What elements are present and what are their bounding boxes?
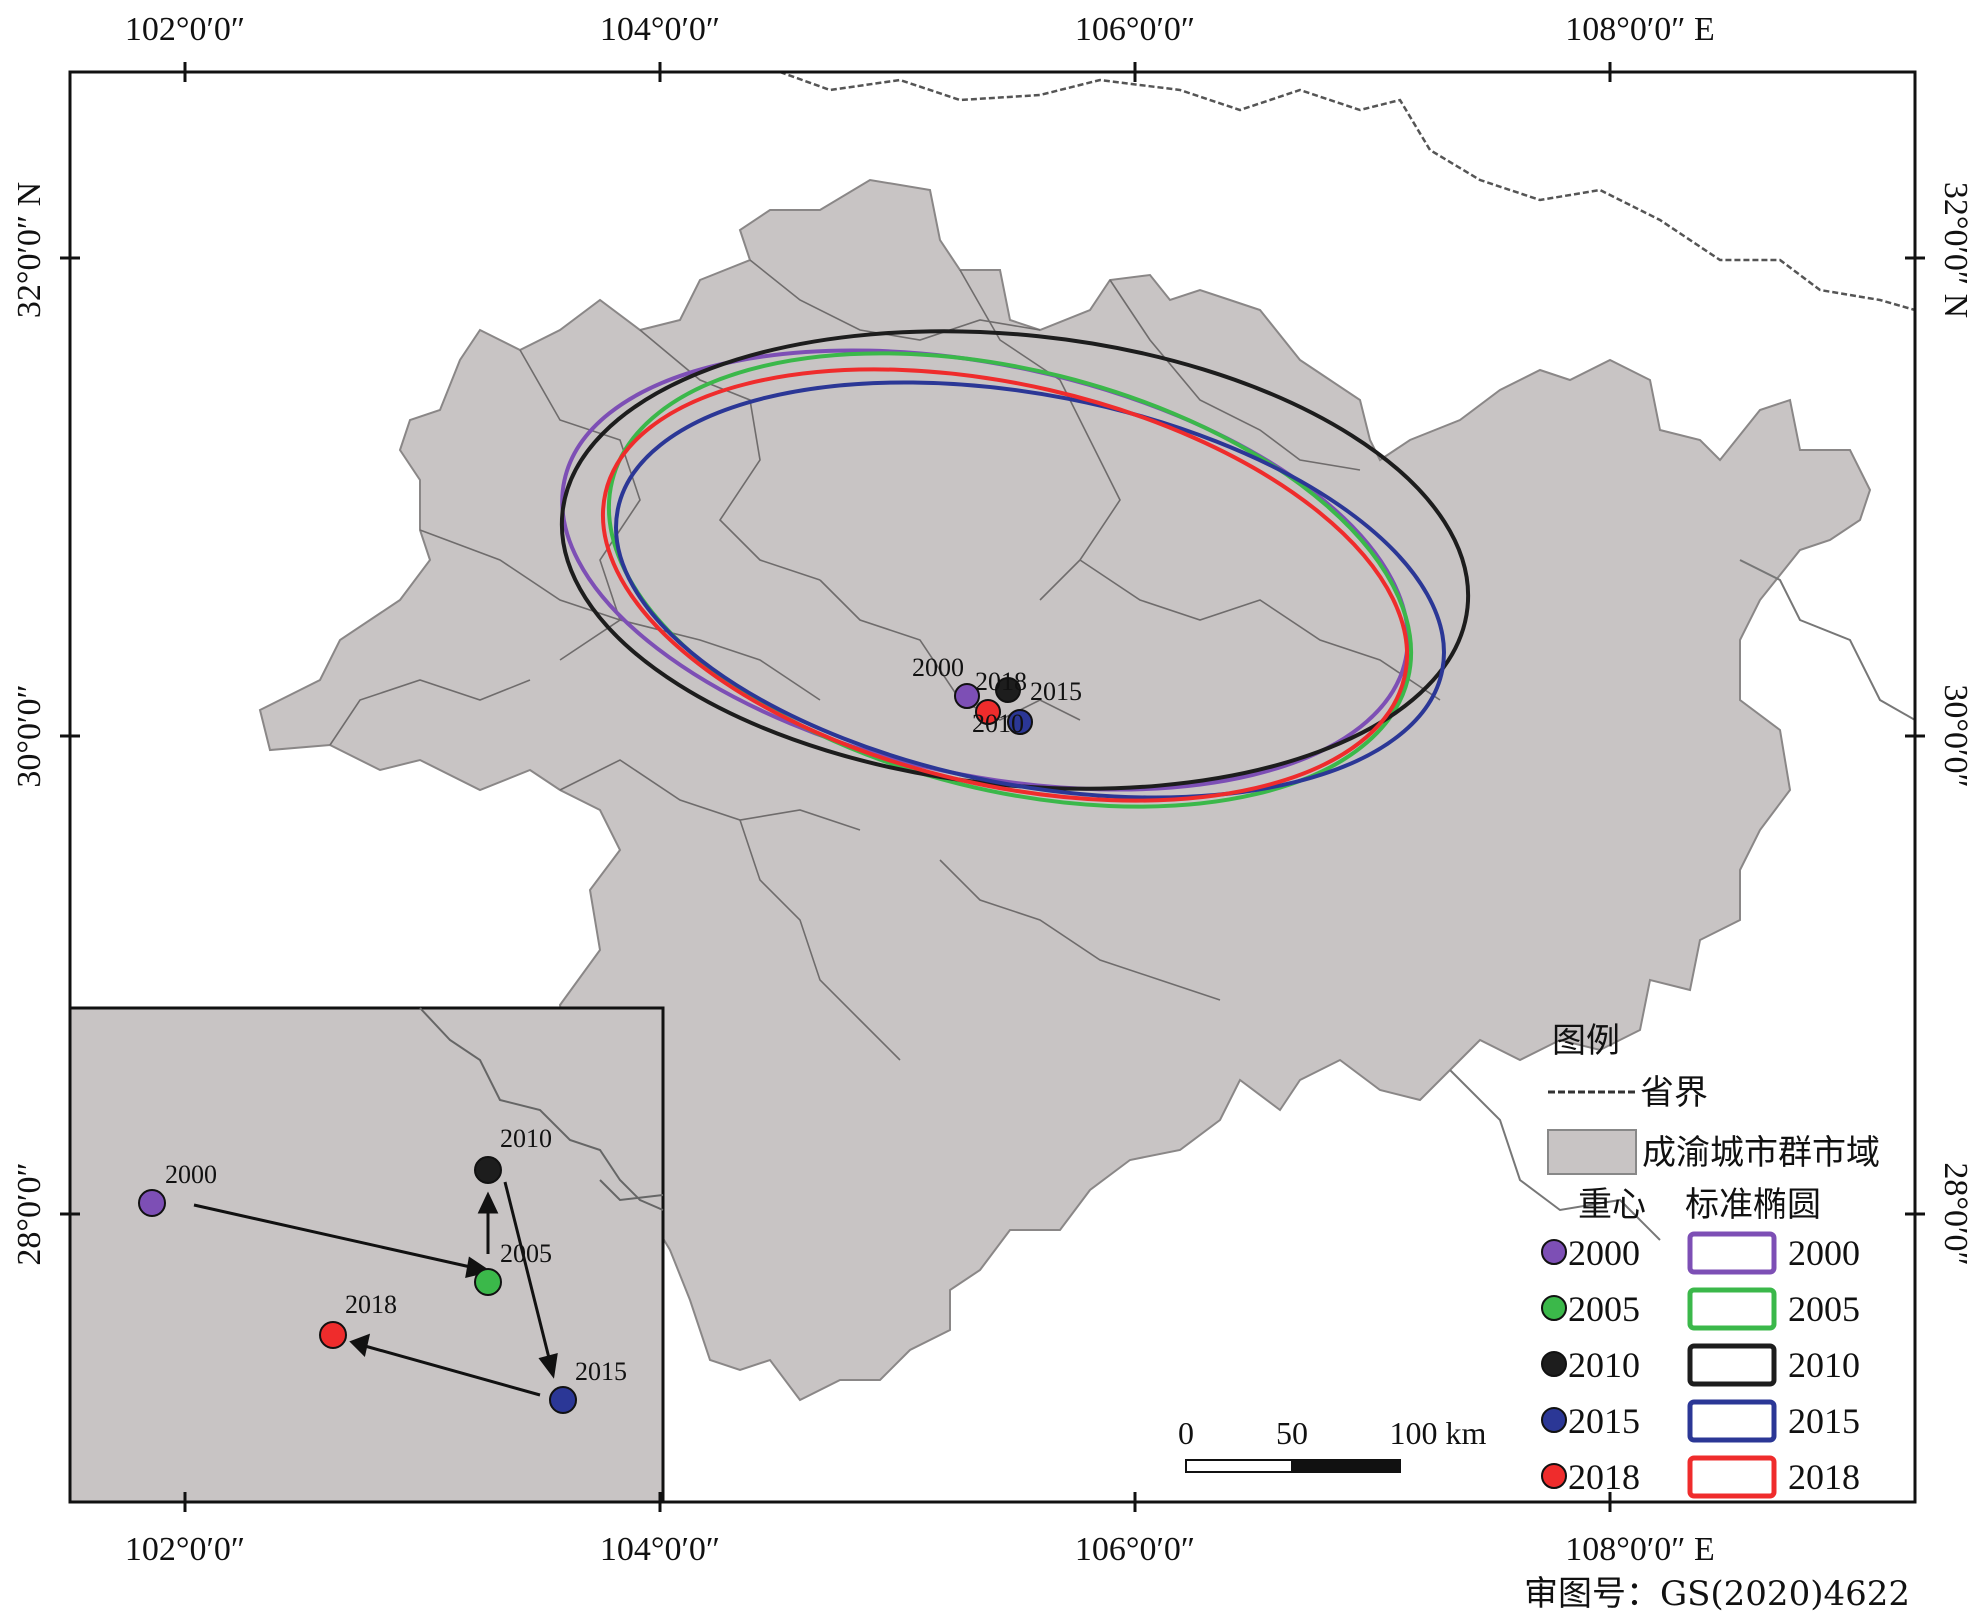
svg-text:30°0′0″: 30°0′0″ xyxy=(11,684,48,787)
approval-number: 审图号：GS(2020)4622 xyxy=(1524,1574,1910,1614)
province-boundary xyxy=(779,70,1916,312)
ellipse-2005 xyxy=(606,351,1414,809)
top-longitude-labels: 102°0′0″ 104°0′0″ 106°0′0″ 108°0′0″ E xyxy=(125,11,1715,48)
inset-label-2015: 2015 xyxy=(575,1357,627,1386)
svg-text:2018: 2018 xyxy=(1788,1457,1860,1497)
svg-text:102°0′0″: 102°0′0″ xyxy=(125,11,245,48)
centroid-label-2000: 2000 xyxy=(912,653,964,682)
centroid-2015 xyxy=(1007,709,1033,735)
svg-text:104°0′0″: 104°0′0″ xyxy=(600,1531,720,1568)
province-boundary-east xyxy=(1739,559,1916,721)
inset-centroid-2005 xyxy=(474,1268,502,1296)
inset-arrows xyxy=(193,1181,558,1397)
main-centroids: 2000 2018 2015 2010 xyxy=(912,653,1082,738)
legend-row-2005: 2005 2005 xyxy=(1541,1287,1860,1331)
svg-text:32°0′0″ N: 32°0′0″ N xyxy=(1937,182,1972,318)
svg-text:2010: 2010 xyxy=(1568,1345,1640,1385)
legend-centroid-header: 重心 xyxy=(1578,1185,1646,1225)
frame-ticks xyxy=(60,62,1925,1512)
city-boundaries xyxy=(329,259,1441,1061)
legend-row-2010: 2010 2010 xyxy=(1541,1343,1860,1387)
svg-text:28°0′0″: 28°0′0″ xyxy=(1937,1162,1972,1265)
centroid-2018 xyxy=(975,699,1001,725)
inset-label-2005: 2005 xyxy=(500,1239,552,1268)
legend-row-2000: 2000 2000 xyxy=(1541,1231,1860,1275)
svg-text:2005: 2005 xyxy=(1568,1289,1640,1329)
legend-row-2018: 2018 2018 xyxy=(1541,1455,1860,1499)
ellipse-2015 xyxy=(614,380,1446,800)
right-latitude-labels: 32°0′0″ N 30°0′0″ 28°0′0″ xyxy=(1937,182,1972,1266)
svg-text:108°0′0″ E: 108°0′0″ E xyxy=(1565,1531,1714,1568)
svg-text:104°0′0″: 104°0′0″ xyxy=(600,11,720,48)
inset-label-2018: 2018 xyxy=(345,1290,397,1319)
left-latitude-labels: 32°0′0″ N 30°0′0″ 28°0′0″ xyxy=(11,182,48,1266)
ellipse-2018 xyxy=(600,367,1410,803)
svg-text:32°0′0″ N: 32°0′0″ N xyxy=(11,182,48,318)
inset-centroid-2015 xyxy=(549,1386,577,1414)
svg-text:108°0′0″ E: 108°0′0″ E xyxy=(1565,11,1714,48)
centroid-label-2015: 2015 xyxy=(1030,677,1082,706)
inset-centroid-2000 xyxy=(138,1189,166,1217)
scale-label-0: 0 xyxy=(1178,1415,1194,1451)
scale-bar: 0 50 100 km xyxy=(1178,1415,1487,1473)
legend-row-2015: 2015 2015 xyxy=(1541,1399,1860,1443)
legend-boundary-label: 省界 xyxy=(1640,1073,1708,1113)
svg-text:2015: 2015 xyxy=(1568,1401,1640,1441)
province-boundary-south xyxy=(1449,1069,1661,1241)
svg-text:106°0′0″: 106°0′0″ xyxy=(1075,1531,1195,1568)
map-frame xyxy=(68,70,1917,1504)
svg-text:2000: 2000 xyxy=(1568,1233,1640,1273)
centroid-label-2010: 2010 xyxy=(972,709,1024,738)
inset-label-2010: 2010 xyxy=(500,1124,552,1153)
inset-panel: 2000 2005 2010 2015 2018 xyxy=(68,1006,665,1504)
centroid-2010 xyxy=(995,677,1021,703)
svg-text:2010: 2010 xyxy=(1788,1345,1860,1385)
svg-text:2018: 2018 xyxy=(1568,1457,1640,1497)
svg-text:102°0′0″: 102°0′0″ xyxy=(125,1531,245,1568)
legend: 图例 省界 成渝城市群市域 重心 标准椭圆 2000 2000 2005 200… xyxy=(1541,1021,1880,1499)
inset-boundary xyxy=(419,1007,664,1211)
svg-text:2000: 2000 xyxy=(1788,1233,1860,1273)
inset-label-2000: 2000 xyxy=(165,1160,217,1189)
svg-text:2015: 2015 xyxy=(1788,1401,1860,1441)
scale-label-100: 100 km xyxy=(1390,1415,1487,1451)
bottom-longitude-labels: 102°0′0″ 104°0′0″ 106°0′0″ 108°0′0″ E xyxy=(125,1531,1715,1568)
centroid-label-2018: 2018 xyxy=(975,667,1027,696)
ellipse-2010 xyxy=(559,329,1471,791)
legend-region-label: 成渝城市群市域 xyxy=(1642,1133,1880,1173)
inset-centroid-2010 xyxy=(474,1156,502,1184)
legend-ellipse-header: 标准椭圆 xyxy=(1685,1185,1821,1225)
svg-text:28°0′0″: 28°0′0″ xyxy=(11,1162,48,1265)
inset-centroid-2018 xyxy=(319,1321,347,1349)
svg-text:2005: 2005 xyxy=(1788,1289,1860,1329)
legend-region-symbol xyxy=(1547,1129,1637,1175)
scale-label-50: 50 xyxy=(1276,1415,1308,1451)
inset-background xyxy=(68,1006,665,1504)
standard-ellipses xyxy=(559,329,1471,809)
svg-text:106°0′0″: 106°0′0″ xyxy=(1075,11,1195,48)
legend-title: 图例 xyxy=(1552,1021,1620,1061)
svg-text:30°0′0″: 30°0′0″ xyxy=(1937,684,1972,787)
centroid-2000 xyxy=(954,683,980,709)
